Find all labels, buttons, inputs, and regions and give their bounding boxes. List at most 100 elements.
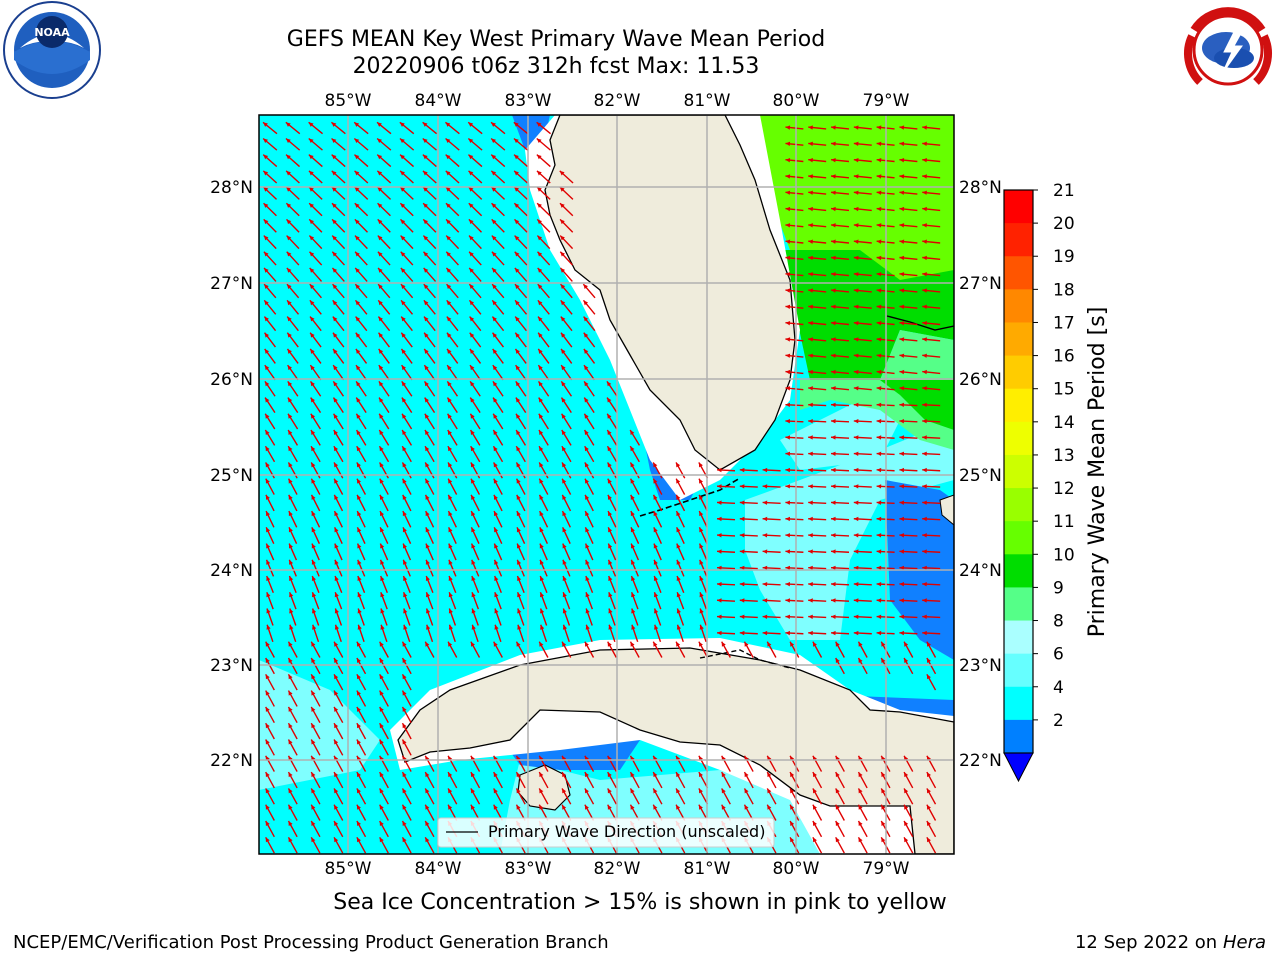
direction-arrow-head: [468, 187, 474, 192]
direction-arrow-head: [425, 446, 430, 452]
direction-arrow-head: [357, 624, 362, 630]
ocean-6-8-region: [780, 400, 900, 470]
direction-arrow-head: [470, 772, 475, 778]
direction-arrow-head: [853, 565, 859, 571]
direction-arrow-head: [355, 348, 361, 354]
colorbar-tick-label: 10: [1053, 545, 1075, 565]
direction-arrow-head: [812, 641, 817, 647]
direction-arrow-head: [468, 154, 474, 160]
direction-arrow-head: [471, 608, 476, 614]
direction-arrow-head: [334, 592, 339, 598]
direction-arrow-head: [876, 157, 882, 163]
direction-arrow-head: [425, 821, 430, 826]
direction-arrow-head: [265, 397, 270, 403]
direction-arrow-head: [899, 369, 905, 375]
direction-arrow-head: [653, 462, 658, 468]
direction-arrow-head: [517, 576, 522, 582]
direction-arrow-head: [922, 582, 927, 587]
lat-label-left: 26°N: [210, 370, 253, 390]
direction-arrow-head: [448, 494, 453, 500]
direction-arrow-head: [831, 353, 836, 358]
direction-arrow-head: [899, 630, 905, 636]
lon-label-bottom: 84°W: [415, 859, 462, 879]
direction-arrow-head: [265, 772, 270, 778]
direction-arrow-head: [812, 821, 817, 826]
direction-arrow-head: [922, 451, 927, 456]
direction-arrow-head: [402, 478, 407, 484]
direction-arrow-head: [699, 624, 704, 630]
lat-label-right: 22°N: [959, 751, 1002, 771]
direction-arrow-head: [762, 516, 768, 522]
direction-arrow-head: [493, 429, 498, 435]
direction-arrow-head: [762, 533, 768, 538]
direction-arrow-head: [288, 706, 293, 712]
direction-arrow-head: [288, 494, 293, 500]
direction-arrow-head: [425, 559, 430, 565]
direction-arrow-head: [401, 348, 406, 354]
direction-arrow-head: [310, 348, 315, 354]
direction-arrow-head: [876, 402, 882, 408]
direction-arrow-head: [767, 788, 772, 794]
direction-arrow-head: [583, 316, 589, 322]
direction-arrow-head: [717, 565, 722, 571]
direction-arrow-head: [899, 141, 905, 147]
direction-arrow-head: [631, 559, 636, 565]
direction-arrow-head: [493, 788, 498, 794]
direction-arrow-head: [538, 429, 544, 435]
direction-arrow-head: [491, 138, 496, 144]
direction-arrow-head: [808, 272, 813, 277]
direction-arrow-head: [333, 397, 338, 403]
direction-arrow-head: [332, 300, 338, 306]
direction-arrow-head: [630, 462, 635, 468]
direction-arrow-head: [904, 772, 909, 778]
lon-label-top: 85°W: [325, 91, 372, 111]
direction-arrow-head: [401, 300, 406, 306]
direction-arrow-head: [808, 304, 813, 310]
direction-arrow-head: [492, 284, 497, 289]
direction-arrow-head: [585, 608, 590, 614]
direction-arrow-head: [876, 386, 882, 391]
direction-arrow-head: [899, 533, 905, 538]
direction-arrow-head: [334, 674, 339, 680]
direction-arrow-head: [332, 267, 338, 273]
direction-arrow-head: [808, 549, 813, 554]
direction-arrow-head: [379, 739, 384, 745]
colorbar-tick-label: 2: [1053, 711, 1064, 731]
direction-arrow-head: [853, 304, 859, 310]
direction-arrow-head: [357, 559, 362, 565]
direction-arrow-head: [448, 576, 453, 582]
direction-arrow-head: [263, 170, 269, 176]
direction-arrow-head: [288, 413, 293, 419]
direction-arrow-head: [425, 543, 430, 549]
direction-arrow-head: [537, 284, 543, 289]
direction-arrow-head: [401, 316, 406, 322]
direction-arrow-head: [881, 837, 886, 843]
direction-arrow-head: [516, 462, 521, 468]
direction-arrow-head: [853, 353, 859, 358]
direction-arrow-head: [402, 494, 407, 500]
direction-arrow-head: [562, 576, 567, 582]
direction-arrow-head: [402, 723, 407, 729]
direction-arrow-head: [332, 284, 338, 289]
direction-arrow-head: [537, 235, 543, 241]
direction-arrow-head: [356, 837, 361, 843]
direction-arrow-head: [311, 723, 316, 729]
direction-arrow-head: [808, 386, 813, 391]
direction-arrow-head: [767, 804, 772, 810]
direction-arrow-head: [380, 624, 385, 630]
direction-arrow-head: [400, 267, 406, 273]
direction-arrow-head: [808, 288, 813, 293]
direction-arrow-head: [401, 365, 406, 371]
direction-arrow-head: [922, 255, 927, 261]
direction-arrow-head: [380, 608, 385, 614]
direction-arrow-head: [853, 516, 859, 522]
direction-arrow-head: [491, 187, 497, 192]
direction-arrow-head: [831, 272, 836, 277]
direction-arrow-head: [286, 203, 292, 208]
direction-arrow-head: [265, 821, 270, 826]
direction-arrow-head: [356, 788, 361, 794]
direction-arrow-head: [265, 429, 270, 435]
direction-arrow-head: [653, 559, 658, 565]
direction-arrow-head: [288, 739, 293, 745]
direction-arrow-head: [470, 788, 475, 794]
